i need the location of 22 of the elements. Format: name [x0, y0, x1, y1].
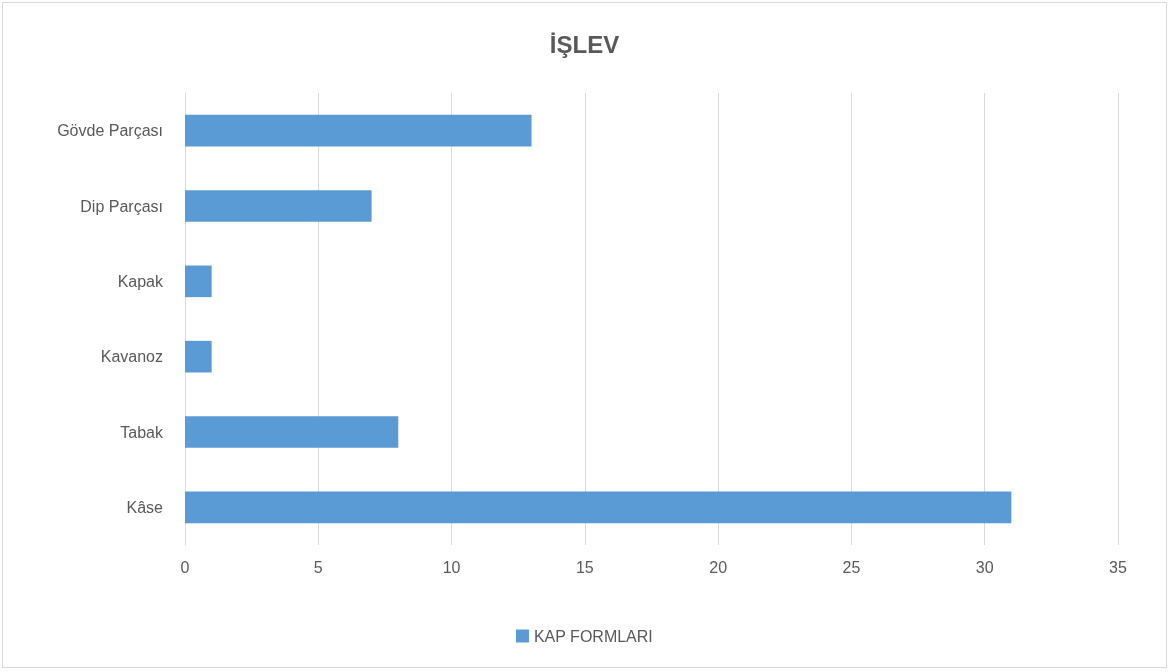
y-tick-label: Gövde Parçası — [57, 122, 163, 140]
x-tick-label: 20 — [709, 558, 728, 576]
x-tick-label: 35 — [1109, 558, 1127, 576]
y-tick-label: Kavanoz — [100, 348, 163, 366]
bar — [185, 265, 212, 298]
bar — [185, 491, 1012, 524]
x-tick-label: 0 — [180, 558, 190, 576]
bar — [185, 416, 399, 448]
y-tick-label: Kâse — [126, 498, 164, 516]
x-tick-label: 25 — [842, 558, 861, 576]
y-tick-label: Tabak — [120, 423, 164, 441]
y-tick-label: Kapak — [117, 272, 164, 290]
chart-title: İŞLEV — [549, 30, 620, 58]
bar — [185, 114, 532, 147]
y-tick-label: Dip Parçası — [80, 197, 163, 215]
bar — [185, 190, 372, 222]
legend-label: KAP FORMLARI — [533, 627, 653, 645]
x-tick-label: 30 — [975, 558, 994, 576]
x-tick-label: 10 — [442, 558, 461, 576]
x-tick-label: 5 — [313, 558, 323, 576]
bar — [185, 340, 212, 373]
x-tick-label: 15 — [575, 558, 594, 576]
